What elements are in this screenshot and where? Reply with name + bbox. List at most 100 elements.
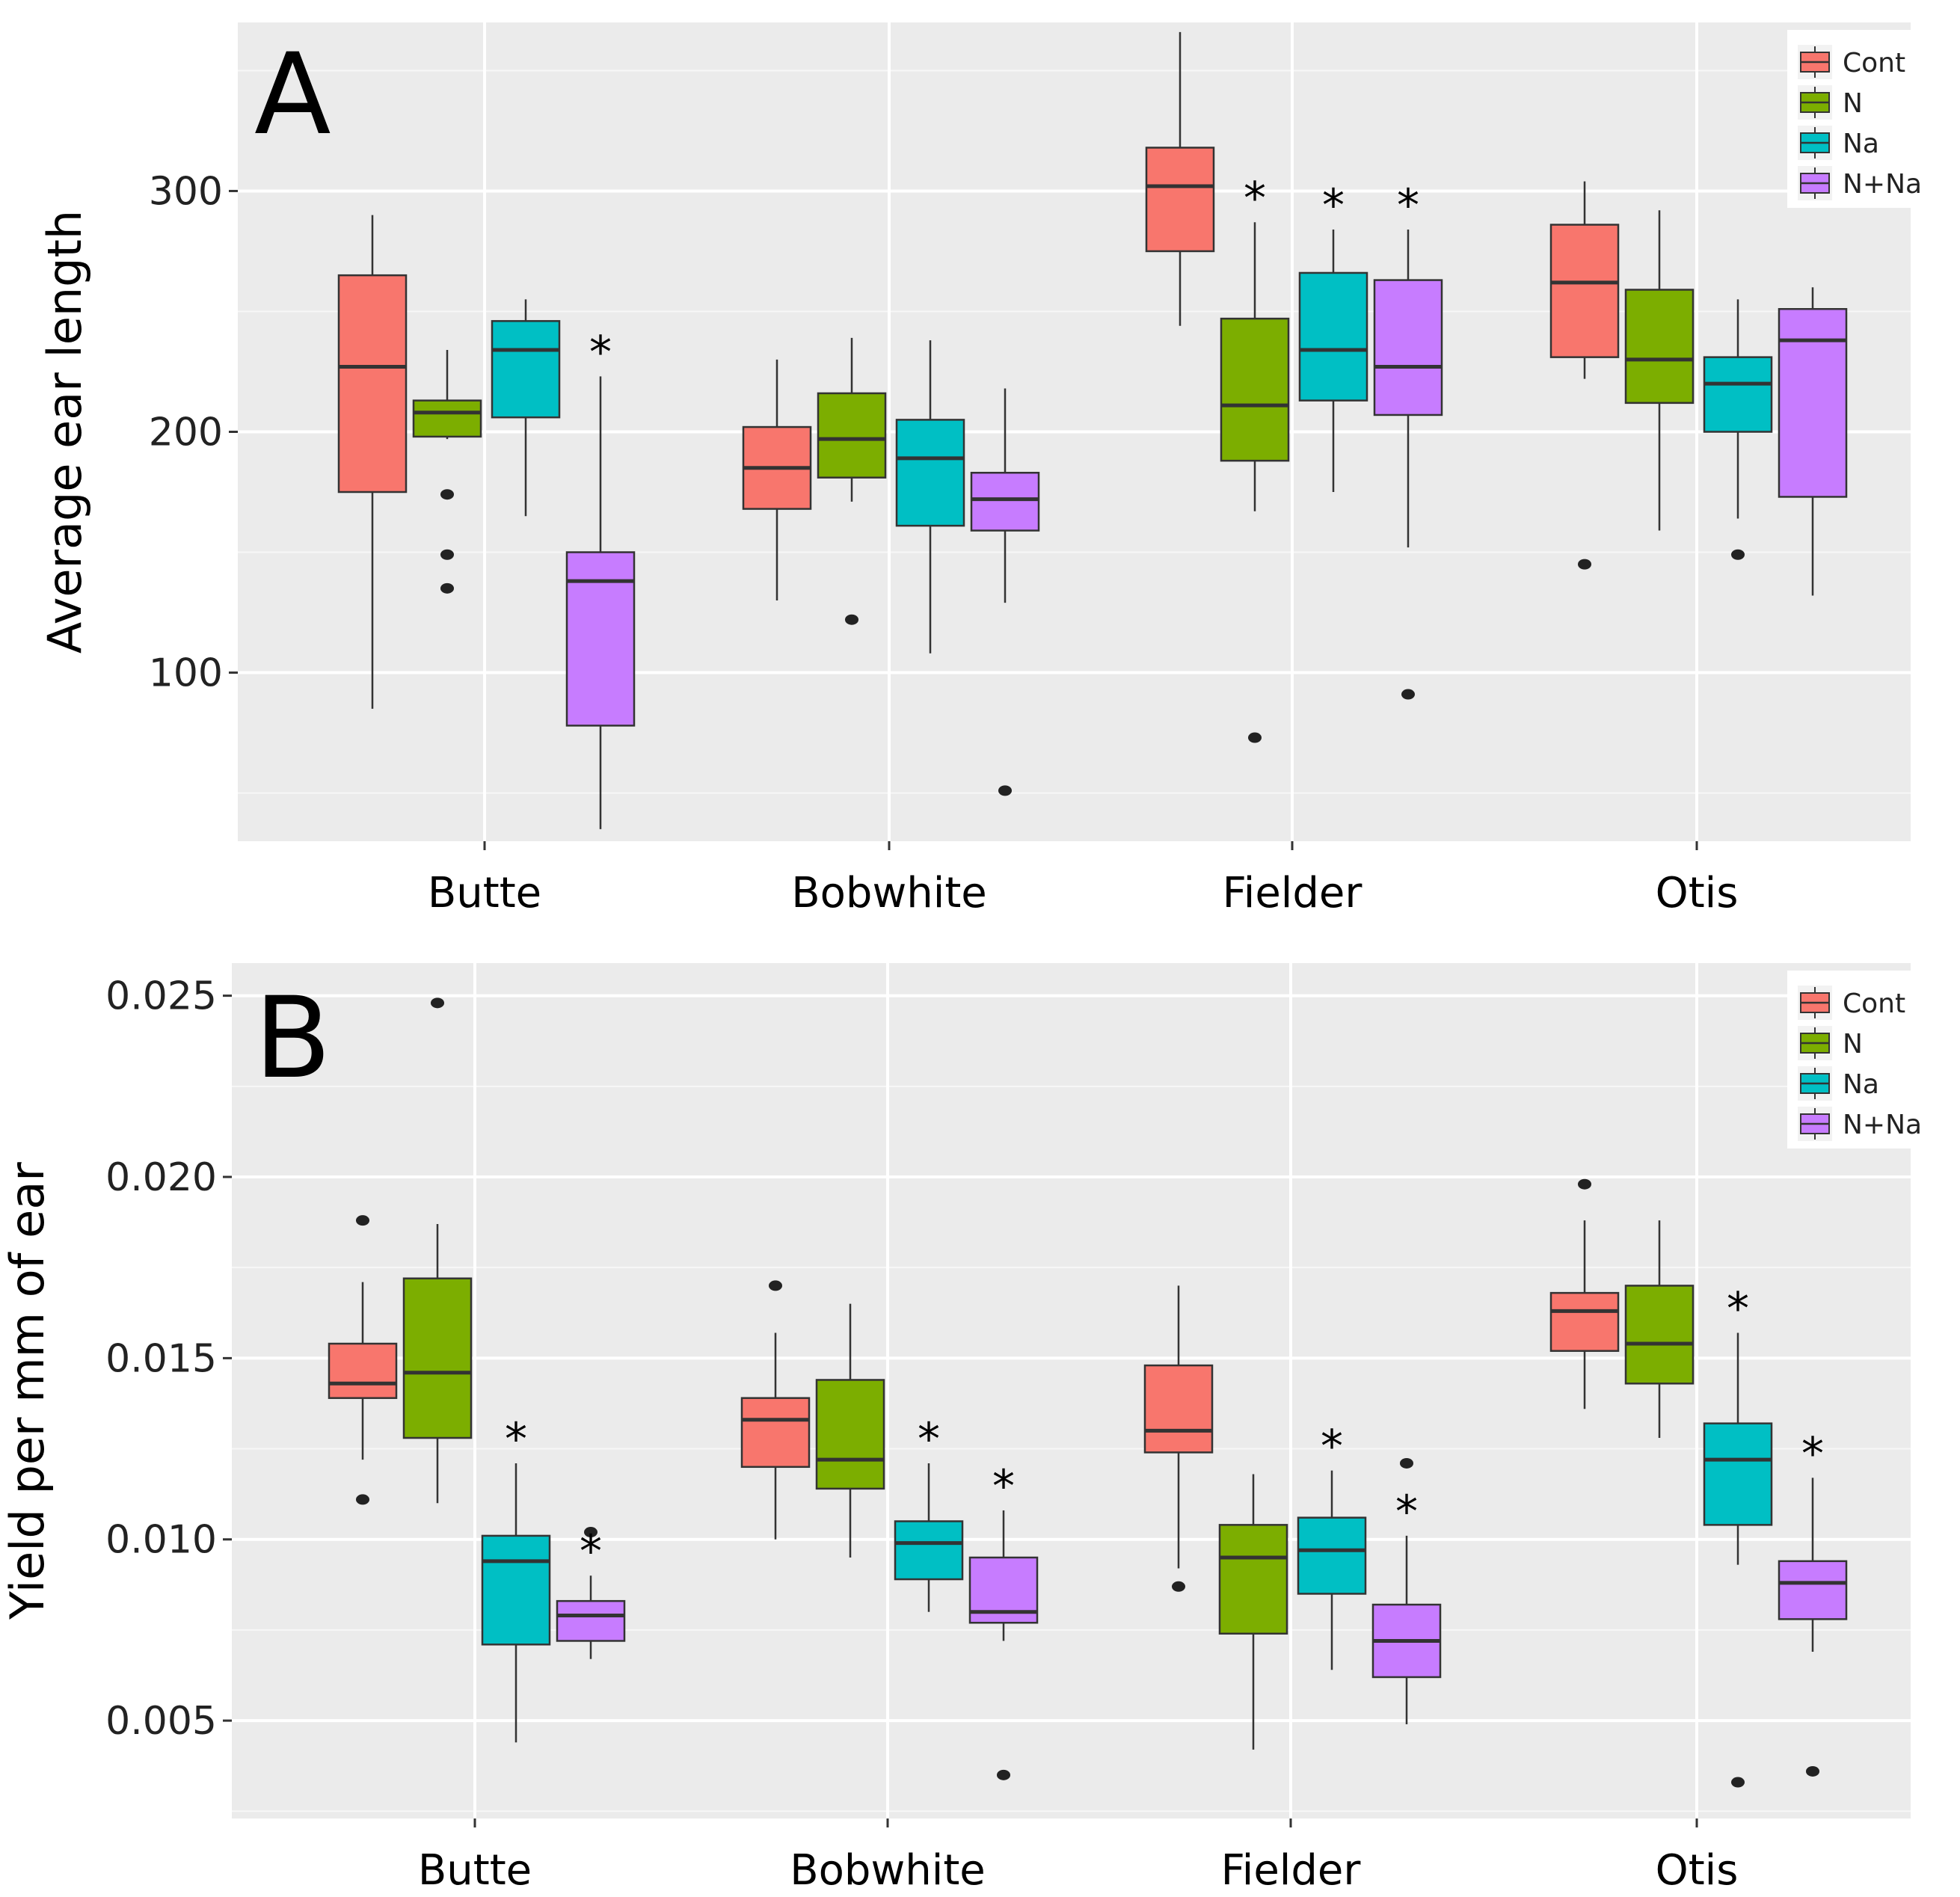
box-iqr bbox=[328, 1342, 398, 1399]
outlier-point bbox=[440, 489, 454, 500]
box-iqr bbox=[412, 399, 482, 438]
significance-star: * bbox=[580, 1525, 602, 1578]
plot-background bbox=[232, 963, 1911, 1818]
panel-b: 0.005 0.010 0.015 0.020 0.025 Butte Bobwhite Fi… bbox=[0, 963, 1944, 1895]
outlier-point bbox=[356, 1494, 369, 1505]
legend-label: N+Na bbox=[1843, 169, 1922, 200]
box-cont-bobwhite bbox=[740, 1280, 811, 1540]
box-iqr bbox=[1549, 1291, 1620, 1352]
y-tick-label: 0.020 bbox=[105, 1155, 217, 1200]
legend-label: Na bbox=[1843, 1069, 1879, 1100]
legend-label: Na bbox=[1843, 129, 1879, 159]
x-tick-label-butte: Butte bbox=[418, 1846, 532, 1895]
legend-label: N bbox=[1843, 1029, 1863, 1060]
outlier-point bbox=[845, 614, 858, 625]
box-iqr bbox=[1778, 308, 1848, 498]
box-iqr bbox=[1298, 271, 1368, 402]
legend-entry-cont: Cont bbox=[1798, 986, 1905, 1020]
outlier-point bbox=[1731, 549, 1745, 560]
outlier-point bbox=[1172, 1581, 1185, 1592]
panel-a: 100 200 300 Butte Bobwhite Fielder Otis Average… bbox=[37, 22, 1944, 917]
significance-star: * bbox=[992, 1460, 1015, 1513]
legend-label: Cont bbox=[1843, 989, 1905, 1019]
box-cont-fielder bbox=[1143, 1285, 1214, 1592]
y-tick-label: 0.005 bbox=[105, 1699, 217, 1744]
significance-star: * bbox=[589, 326, 612, 378]
significance-star: * bbox=[1395, 1486, 1418, 1538]
box-n-otis bbox=[1624, 1220, 1695, 1439]
legend-entry-n: N bbox=[1798, 85, 1863, 120]
box-iqr bbox=[817, 392, 887, 479]
outlier-point bbox=[998, 785, 1012, 796]
outlier-point bbox=[1401, 689, 1415, 700]
x-tick-label-otis: Otis bbox=[1656, 869, 1739, 917]
box-iqr bbox=[815, 1379, 885, 1490]
box-iqr bbox=[740, 1397, 811, 1469]
y-axis-title: Average ear length bbox=[37, 210, 92, 654]
box-cont-otis bbox=[1549, 181, 1620, 570]
box-n-plus-na-fielder: * bbox=[1371, 1457, 1442, 1724]
box-n-plus-na-butte: * bbox=[556, 1525, 626, 1659]
box-iqr bbox=[1703, 356, 1773, 433]
box-iqr bbox=[556, 1599, 626, 1642]
box-iqr bbox=[1373, 279, 1443, 416]
box-iqr bbox=[337, 274, 408, 494]
box-n-plus-na-otis bbox=[1778, 287, 1848, 596]
x-tick-label-fielder: Fielder bbox=[1223, 869, 1363, 917]
box-n-plus-na-bobwhite bbox=[970, 388, 1040, 796]
x-tick-label-bobwhite: Bobwhite bbox=[791, 869, 987, 917]
significance-star: * bbox=[1397, 179, 1419, 232]
box-na-otis bbox=[1703, 299, 1773, 560]
box-na-butte bbox=[491, 299, 561, 517]
box-n-butte bbox=[402, 997, 473, 1504]
y-tick-label: 100 bbox=[149, 651, 223, 696]
box-na-bobwhite bbox=[895, 340, 965, 654]
significance-star: * bbox=[1727, 1282, 1749, 1335]
legend-label: N+Na bbox=[1843, 1110, 1922, 1140]
box-iqr bbox=[894, 1520, 964, 1581]
legend-entry-n-plus-na: N+Na bbox=[1798, 166, 1922, 200]
panel-label: A bbox=[254, 30, 331, 160]
box-iqr bbox=[1297, 1516, 1367, 1595]
box-n-plus-na-bobwhite: * bbox=[968, 1460, 1039, 1780]
y-tick-label: 0.025 bbox=[105, 974, 217, 1019]
legend-entry-na: Na bbox=[1798, 1066, 1879, 1101]
box-cont-bobwhite bbox=[742, 359, 812, 600]
box-iqr bbox=[1778, 1560, 1848, 1620]
box-na-otis: * bbox=[1703, 1282, 1773, 1788]
outlier-point bbox=[1578, 1178, 1591, 1190]
box-cont-otis bbox=[1549, 1178, 1620, 1409]
legend: Cont N Na N+Na bbox=[1787, 30, 1944, 208]
box-cont-butte bbox=[337, 215, 408, 709]
outlier-point bbox=[1731, 1777, 1745, 1788]
significance-star: * bbox=[505, 1413, 527, 1466]
panel-label: B bbox=[254, 974, 331, 1104]
box-n-otis bbox=[1624, 210, 1695, 531]
significance-star: * bbox=[1321, 1421, 1343, 1473]
box-na-fielder: * bbox=[1297, 1421, 1367, 1670]
box-iqr bbox=[481, 1534, 551, 1646]
outlier-point bbox=[440, 582, 454, 594]
box-n-bobwhite bbox=[815, 1303, 885, 1558]
y-tick-label: 0.015 bbox=[105, 1336, 217, 1381]
y-axis-title: Yield per mm of ear bbox=[0, 1162, 55, 1620]
x-tick-label-otis: Otis bbox=[1656, 1846, 1739, 1895]
x-tick-label-fielder: Fielder bbox=[1221, 1846, 1362, 1895]
box-n-plus-na-otis: * bbox=[1778, 1427, 1848, 1777]
box-iqr bbox=[1703, 1422, 1773, 1526]
box-iqr bbox=[491, 320, 561, 419]
box-n-butte bbox=[412, 350, 482, 594]
box-iqr bbox=[970, 472, 1040, 532]
significance-star: * bbox=[1801, 1427, 1824, 1480]
legend-label: N bbox=[1843, 88, 1863, 119]
y-tick-label: 200 bbox=[149, 411, 223, 455]
box-cont-fielder bbox=[1145, 31, 1215, 326]
outlier-point bbox=[584, 1527, 597, 1538]
outlier-point bbox=[997, 1769, 1010, 1780]
box-iqr bbox=[1624, 1285, 1695, 1385]
box-iqr bbox=[1145, 147, 1215, 253]
outlier-point bbox=[1248, 732, 1262, 743]
legend-entry-n-plus-na: N+Na bbox=[1798, 1107, 1922, 1141]
legend: Cont N Na N+Na bbox=[1787, 971, 1944, 1149]
